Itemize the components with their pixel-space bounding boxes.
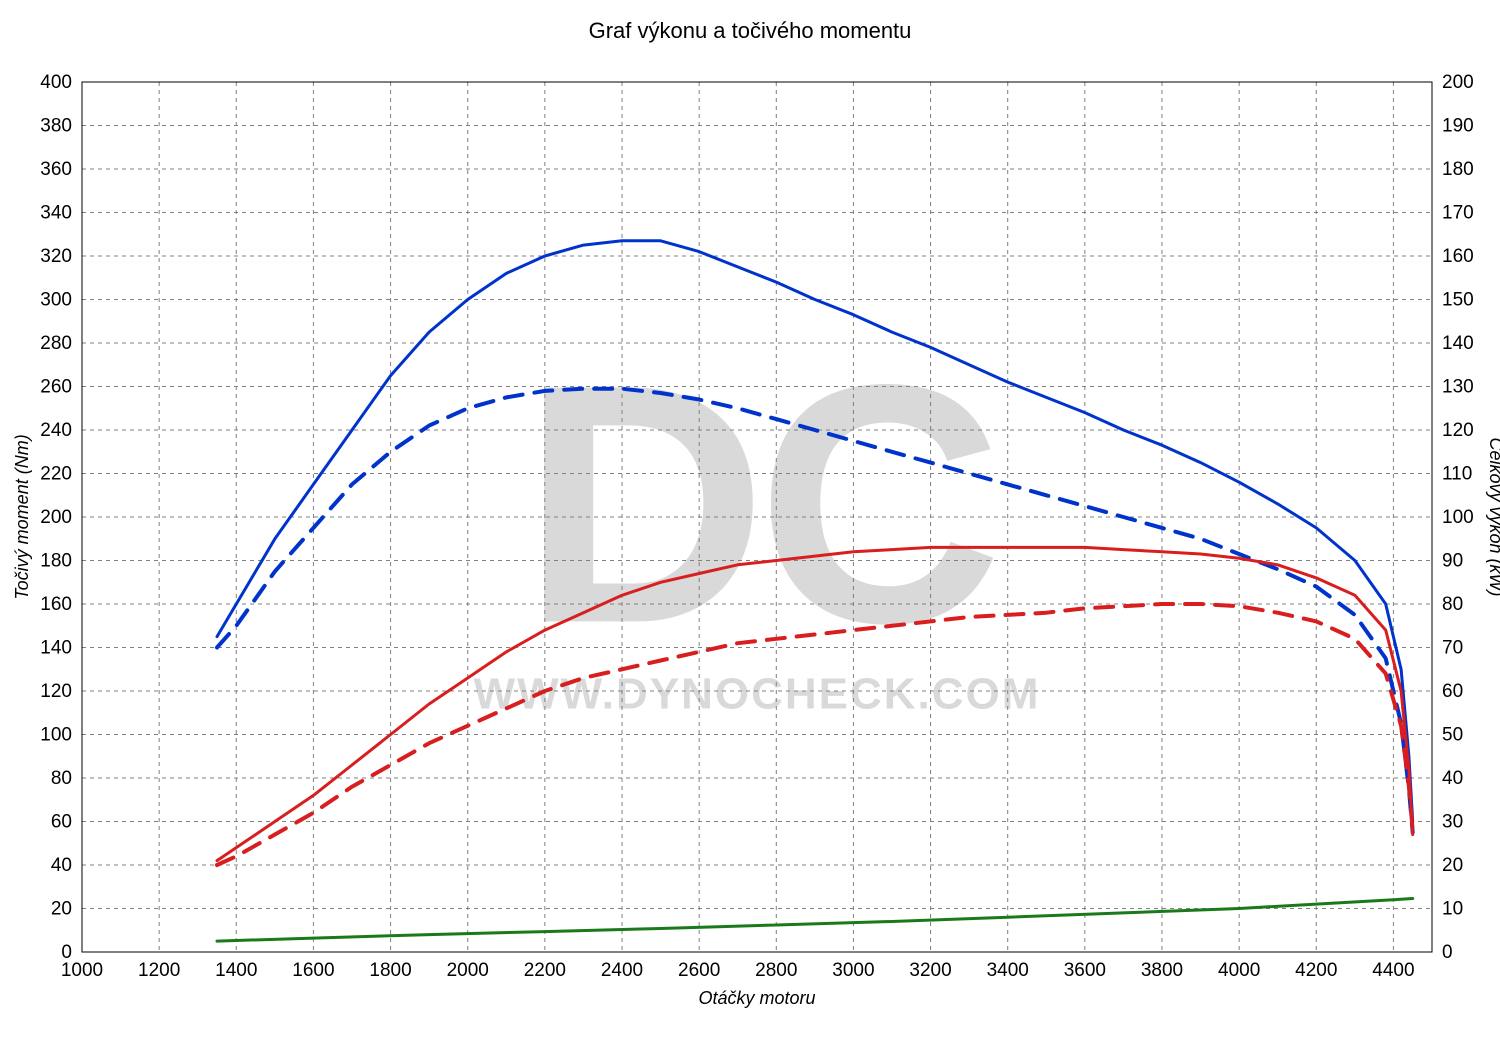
yr-tick: 190 — [1442, 116, 1474, 137]
x-tick: 3800 — [1141, 960, 1183, 981]
yl-tick: 400 — [40, 72, 72, 93]
x-tick: 4000 — [1218, 960, 1260, 981]
x-tick: 4200 — [1295, 960, 1337, 981]
y-right-label: Celkový výkon (kW) — [1486, 437, 1500, 596]
chart-title: Graf výkonu a točivého momentu — [0, 0, 1500, 44]
yr-tick: 120 — [1442, 420, 1474, 441]
x-tick: 1600 — [292, 960, 334, 981]
yl-tick: 80 — [51, 768, 72, 789]
x-tick: 3000 — [832, 960, 874, 981]
yr-tick: 80 — [1442, 594, 1463, 615]
y-left-label: Točivý moment (Nm) — [12, 434, 32, 599]
x-tick: 3600 — [1064, 960, 1106, 981]
yl-tick: 280 — [40, 333, 72, 354]
yl-tick: 300 — [40, 290, 72, 311]
yl-tick: 60 — [51, 812, 72, 833]
yr-tick: 70 — [1442, 638, 1463, 659]
yl-tick: 340 — [40, 203, 72, 224]
x-tick: 1200 — [138, 960, 180, 981]
yl-tick: 240 — [40, 420, 72, 441]
yl-tick: 0 — [61, 942, 72, 963]
yr-tick: 20 — [1442, 855, 1463, 876]
yl-tick: 200 — [40, 507, 72, 528]
yr-tick: 130 — [1442, 377, 1474, 398]
yr-tick: 10 — [1442, 899, 1463, 920]
yr-tick: 170 — [1442, 203, 1474, 224]
yr-tick: 100 — [1442, 507, 1474, 528]
yl-tick: 260 — [40, 377, 72, 398]
yr-tick: 50 — [1442, 725, 1463, 746]
yl-tick: 320 — [40, 246, 72, 267]
x-tick: 3200 — [909, 960, 951, 981]
x-tick: 1800 — [369, 960, 411, 981]
yr-tick: 0 — [1442, 942, 1453, 963]
yr-tick: 40 — [1442, 768, 1463, 789]
yl-tick: 100 — [40, 725, 72, 746]
yl-tick: 220 — [40, 464, 72, 485]
x-tick: 2800 — [755, 960, 797, 981]
series-loss-line — [217, 899, 1413, 942]
yr-tick: 160 — [1442, 246, 1474, 267]
yr-tick: 150 — [1442, 290, 1474, 311]
x-tick: 2400 — [601, 960, 643, 981]
x-tick: 3400 — [987, 960, 1029, 981]
yl-tick: 380 — [40, 116, 72, 137]
x-tick: 2000 — [447, 960, 489, 981]
yr-tick: 180 — [1442, 159, 1474, 180]
yl-tick: 160 — [40, 594, 72, 615]
x-tick: 2200 — [524, 960, 566, 981]
watermark-url: WWW.DYNOCHECK.COM — [474, 669, 1041, 718]
yr-tick: 110 — [1442, 464, 1472, 485]
x-tick: 4400 — [1372, 960, 1414, 981]
x-tick: 1400 — [215, 960, 257, 981]
x-axis-label: Otáčky motoru — [698, 988, 815, 1008]
yl-tick: 40 — [51, 855, 72, 876]
yl-tick: 120 — [40, 681, 72, 702]
yr-tick: 90 — [1442, 551, 1463, 572]
watermark-main: DC — [521, 314, 996, 694]
yl-tick: 20 — [51, 899, 72, 920]
yr-tick: 60 — [1442, 681, 1463, 702]
x-tick: 2600 — [678, 960, 720, 981]
yl-tick: 140 — [40, 638, 72, 659]
yl-tick: 180 — [40, 551, 72, 572]
dyno-chart: DCWWW.DYNOCHECK.COM100012001400160018002… — [0, 44, 1500, 1049]
x-tick: 1000 — [61, 960, 103, 981]
yr-tick: 30 — [1442, 812, 1463, 833]
yl-tick: 360 — [40, 159, 72, 180]
yr-tick: 140 — [1442, 333, 1474, 354]
yr-tick: 200 — [1442, 72, 1474, 93]
